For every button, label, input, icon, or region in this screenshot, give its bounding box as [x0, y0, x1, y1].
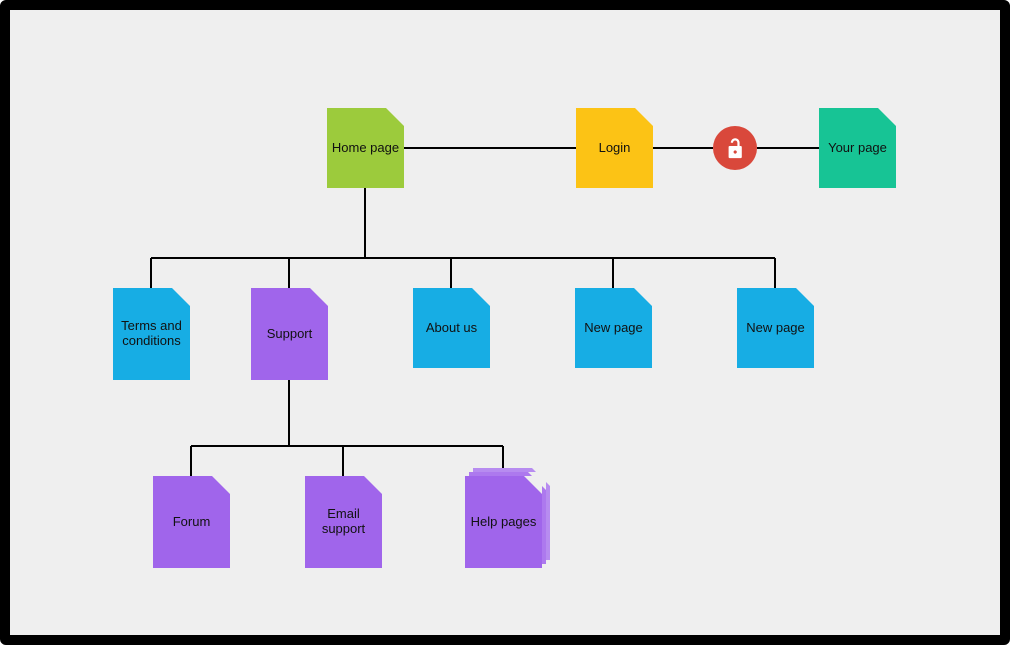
node-forum: Forum [153, 476, 230, 568]
node-label: Terms and conditions [117, 319, 186, 349]
node-label: New page [584, 321, 643, 336]
node-label: Forum [173, 515, 211, 530]
node-help-pages: Help pages [465, 476, 542, 568]
node-email-support: Email support [305, 476, 382, 568]
node-login: Login [576, 108, 653, 188]
node-label: Help pages [471, 515, 537, 530]
lock-icon [713, 126, 757, 170]
node-label: Your page [828, 141, 887, 156]
diagram-canvas: Home page Login Your page Terms and cond… [10, 10, 1000, 635]
node-terms: Terms and conditions [113, 288, 190, 380]
node-about: About us [413, 288, 490, 368]
node-label: Login [599, 141, 631, 156]
node-your-page: Your page [819, 108, 896, 188]
node-label: Support [267, 327, 313, 342]
node-home: Home page [327, 108, 404, 188]
node-label: Home page [332, 141, 399, 156]
node-new-2: New page [737, 288, 814, 368]
diagram-frame: Home page Login Your page Terms and cond… [0, 0, 1010, 645]
node-label: About us [426, 321, 477, 336]
node-label: New page [746, 321, 805, 336]
node-label: Email support [309, 507, 378, 537]
node-support: Support [251, 288, 328, 380]
node-new-1: New page [575, 288, 652, 368]
